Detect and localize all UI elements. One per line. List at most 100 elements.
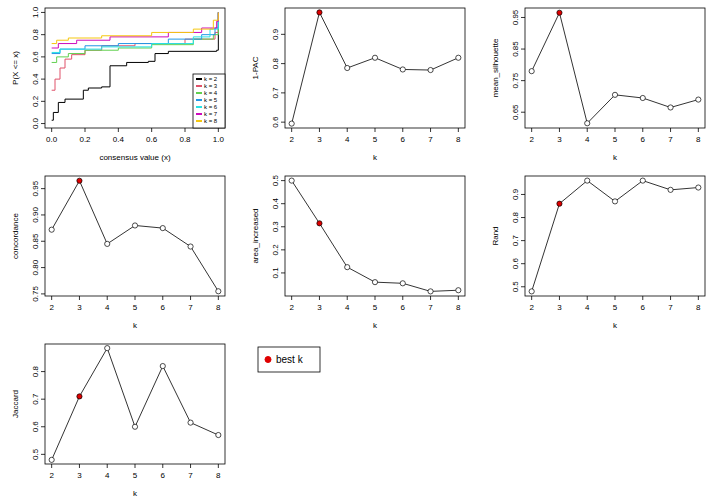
y-tick-label: 0.1 [271,267,280,279]
y-tick-label: 0.8 [31,365,40,377]
data-area [49,346,221,463]
y-tick-label: 0.9 [511,188,520,200]
x-tick-label: 3 [77,471,82,480]
y-tick [281,34,285,35]
point [557,10,562,15]
x-tick [319,128,320,132]
x-tick-label: 5 [373,303,378,312]
x-tick-label: 0.8 [179,135,191,144]
point [696,97,701,102]
point [317,221,322,226]
x-tick [135,464,136,468]
y-tick [41,371,45,372]
plot-frame [45,8,225,128]
y-tick-label: 0.95 [511,9,520,25]
x-tick [642,296,643,300]
y-tick [521,240,525,241]
x-tick [375,128,376,132]
legend-box [258,347,320,372]
x-tick-label: 7 [428,135,433,144]
x-tick-label: 8 [696,135,701,144]
point [585,121,590,126]
line [532,13,699,124]
legend-label: k = 2 [204,76,218,82]
point [456,55,461,60]
point [160,226,165,231]
ecdf-line [52,12,219,48]
point [668,187,673,192]
y-tick-label: 0.75 [31,286,40,302]
x-tick-label: 6 [401,303,406,312]
y-axis-label: P(X <= x) [11,51,20,85]
legend-label: best k [276,354,304,365]
point [289,121,294,126]
line [52,348,219,460]
y-tick-label: 0.65 [511,104,520,120]
y-tick-label: 0.90 [31,207,40,223]
point [640,95,645,100]
y-tick [281,92,285,93]
x-tick-label: 6 [641,135,646,144]
y-tick [41,12,45,13]
y-axis-label: mean_silhouette [491,38,500,97]
panel: 23456780.60.70.80.9k1-PAC [251,8,465,162]
y-axis-label: area_increased [251,208,260,263]
x-axis-label: consensus value (x) [99,153,170,162]
x-axis-label: k [373,321,378,330]
best-k-legend: best k [258,347,320,372]
x-tick [218,296,219,300]
point [188,244,193,249]
x-tick-label: 5 [613,303,618,312]
y-tick [281,226,285,227]
ecdf-line [52,12,219,52]
x-tick [291,296,292,300]
point [640,178,645,183]
point [49,227,54,232]
x-tick-label: 0.6 [146,135,158,144]
x-tick [559,296,560,300]
x-tick-label: 8 [216,303,221,312]
legend-box [193,74,225,128]
legend-label: k = 7 [204,111,218,117]
y-tick [41,214,45,215]
x-tick-label: 3 [317,303,322,312]
x-tick-label: 2 [529,303,534,312]
point [400,281,405,286]
x-tick [587,296,588,300]
x-tick [458,128,459,132]
y-tick [281,122,285,123]
panel: 0.00.20.40.60.81.00.00.20.40.60.81.0cons… [11,6,225,162]
point [345,65,350,70]
line [292,12,459,123]
y-tick-label: 0.2 [271,244,280,256]
y-tick-label: 0.85 [31,233,40,249]
point [585,178,590,183]
x-tick-label: 7 [188,303,193,312]
x-tick-label: 4 [105,303,110,312]
x-tick-label: 4 [105,471,110,480]
point [456,288,461,293]
y-tick-label: 0.8 [511,211,520,223]
panel: 23456780.10.20.30.40.5karea_increased [251,175,465,330]
data-area [289,10,461,126]
plot-frame [285,176,465,296]
point [557,201,562,206]
point [216,432,221,437]
x-tick-label: 5 [133,303,138,312]
y-tick-label: 0.8 [271,58,280,70]
point [668,105,673,110]
plot-frame [45,344,225,464]
x-tick-label: 6 [641,303,646,312]
y-tick [281,272,285,273]
x-tick [107,464,108,468]
x-tick-label: 0.4 [113,135,125,144]
y-tick-label: 0.4 [271,198,280,210]
y-tick-label: 0.7 [511,235,520,247]
x-tick [85,128,86,132]
x-tick-label: 7 [668,303,673,312]
y-tick-label: 0.2 [31,95,40,107]
x-tick [118,128,119,132]
x-tick-label: 2 [49,471,54,480]
x-axis-label: k [133,321,138,330]
panel: 23456780.50.60.70.8kJaccard [11,344,225,498]
